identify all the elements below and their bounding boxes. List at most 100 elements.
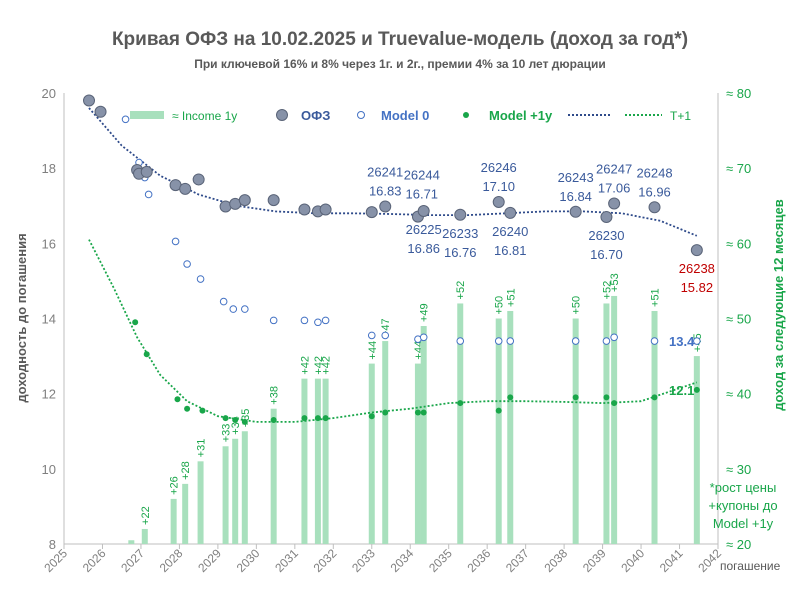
model1-point — [651, 394, 658, 401]
income-bar-label: +31 — [196, 439, 208, 458]
ofz-point — [608, 197, 621, 210]
x-tick-label: 2040 — [618, 546, 647, 575]
bond-code-label: 26244 — [404, 168, 440, 183]
model0-point — [300, 316, 309, 325]
x-tick-label: 2035 — [426, 546, 455, 575]
model0-point — [506, 337, 515, 345]
footnote-line-2: +купоны до — [708, 498, 777, 513]
bond-yield-label: 16.70 — [590, 247, 623, 262]
income-bar — [322, 378, 329, 544]
y-axis-label: доходность до погашения — [14, 233, 29, 402]
model1-point — [301, 415, 308, 422]
bond-code-label: 26243 — [558, 170, 594, 185]
x-tick-label: 2034 — [388, 546, 417, 575]
income-bar — [182, 483, 189, 544]
x-tick-label: 2026 — [80, 546, 109, 575]
series-end-label: 12.1 — [669, 383, 694, 398]
model0-point — [144, 190, 153, 199]
model0-point — [121, 115, 130, 124]
x-tick-label: 2032 — [311, 546, 340, 575]
ofz-point — [298, 203, 311, 216]
ofz-point — [365, 206, 378, 219]
model1-point — [368, 413, 375, 420]
income-bar — [611, 295, 618, 544]
income-bar-label: +42 — [313, 356, 325, 375]
model1-point — [457, 400, 464, 407]
model1-point — [572, 394, 579, 401]
y2-axis-label: доход за следующие 12 месяцев — [771, 199, 786, 410]
bond-code-label: 26230 — [588, 228, 624, 243]
model1-point — [232, 416, 239, 423]
bond-yield-label: 16.84 — [559, 189, 592, 204]
bond-yield-label: 15.82 — [681, 280, 714, 295]
income-bar-label: +22 — [140, 506, 152, 525]
model0-point — [693, 337, 701, 345]
x-tick-label: 2037 — [503, 546, 532, 575]
bond-code-label: 26240 — [492, 224, 528, 239]
bond-yield-label: 16.71 — [406, 187, 439, 202]
income-bar — [232, 438, 239, 544]
model0-point — [419, 333, 428, 342]
model0-point — [367, 331, 376, 340]
model0-point — [171, 237, 180, 246]
model1-point — [420, 409, 427, 416]
income-bar-label: +53 — [609, 273, 621, 292]
ofz-point — [504, 206, 517, 219]
income-bar — [420, 326, 427, 544]
model1-point — [603, 394, 610, 401]
income-bar-label: +52 — [455, 281, 467, 300]
income-bar-label: +44 — [367, 341, 379, 360]
chart-subtitle: При ключевой 16% и 8% через 1г. и 2г., п… — [194, 57, 606, 71]
x-tick-label: 2031 — [272, 546, 301, 575]
income-bar-label: +38 — [269, 386, 281, 405]
x-tick-label: 2039 — [580, 546, 609, 575]
model1-point — [184, 405, 191, 412]
model0-point — [321, 316, 330, 325]
income-bar — [414, 363, 421, 544]
model0-point — [241, 305, 249, 313]
bond-code-label: 26238 — [679, 261, 715, 276]
legend-income-swatch — [130, 111, 164, 119]
legend-income-label: ≈ Income 1y — [172, 109, 237, 123]
legend-t1-label: T+1 — [670, 109, 691, 123]
model0-point — [610, 333, 618, 342]
y-tick-label: 14 — [42, 312, 56, 327]
y-tick-label: 20 — [42, 86, 56, 101]
bond-yield-label: 16.76 — [444, 245, 477, 260]
bond-yield-label: 17.06 — [598, 180, 631, 195]
y-tick-label: 16 — [42, 236, 56, 251]
income-bar — [197, 461, 204, 544]
model1-point — [414, 409, 421, 416]
y2-tick-label: ≈ 30 — [726, 462, 751, 477]
income-bar — [222, 446, 229, 544]
x-tick-label: 2033 — [349, 546, 378, 575]
ofz-point — [417, 205, 430, 218]
model1-point — [507, 394, 514, 401]
footnote: *рост цены +купоны до Model +1y — [708, 480, 777, 531]
income-bar-label: +42 — [299, 356, 311, 375]
ofz-trend-line — [88, 107, 698, 237]
ofz-point — [140, 165, 153, 178]
model1-point — [270, 416, 277, 423]
model0-point — [196, 275, 205, 283]
legend-model1-label: Model +1y — [489, 108, 553, 123]
bond-code-label: 26233 — [442, 226, 478, 241]
income-bar-label: +50 — [494, 296, 506, 315]
x-tick-label: 2028 — [157, 546, 186, 575]
y2-tick-label: ≈ 70 — [726, 161, 751, 176]
income-bar — [314, 378, 321, 544]
income-bar-label: +49 — [419, 303, 431, 322]
footnote-line-1: *рост цены — [710, 480, 777, 495]
model0-point — [650, 337, 659, 345]
y2-tick-label: ≈ 60 — [726, 236, 751, 251]
model0-point — [381, 331, 390, 340]
chart-title: Кривая ОФЗ на 10.02.2025 и Truevalue-мод… — [112, 29, 688, 50]
income-bar — [651, 310, 658, 544]
x-tick-label: 2030 — [234, 546, 263, 575]
legend-model1-marker — [463, 112, 469, 118]
income-bar — [368, 363, 375, 544]
x-axis-label: погашение — [720, 559, 781, 573]
bond-code-label: 26225 — [406, 222, 442, 237]
income-bar-label: +33 — [221, 424, 233, 443]
